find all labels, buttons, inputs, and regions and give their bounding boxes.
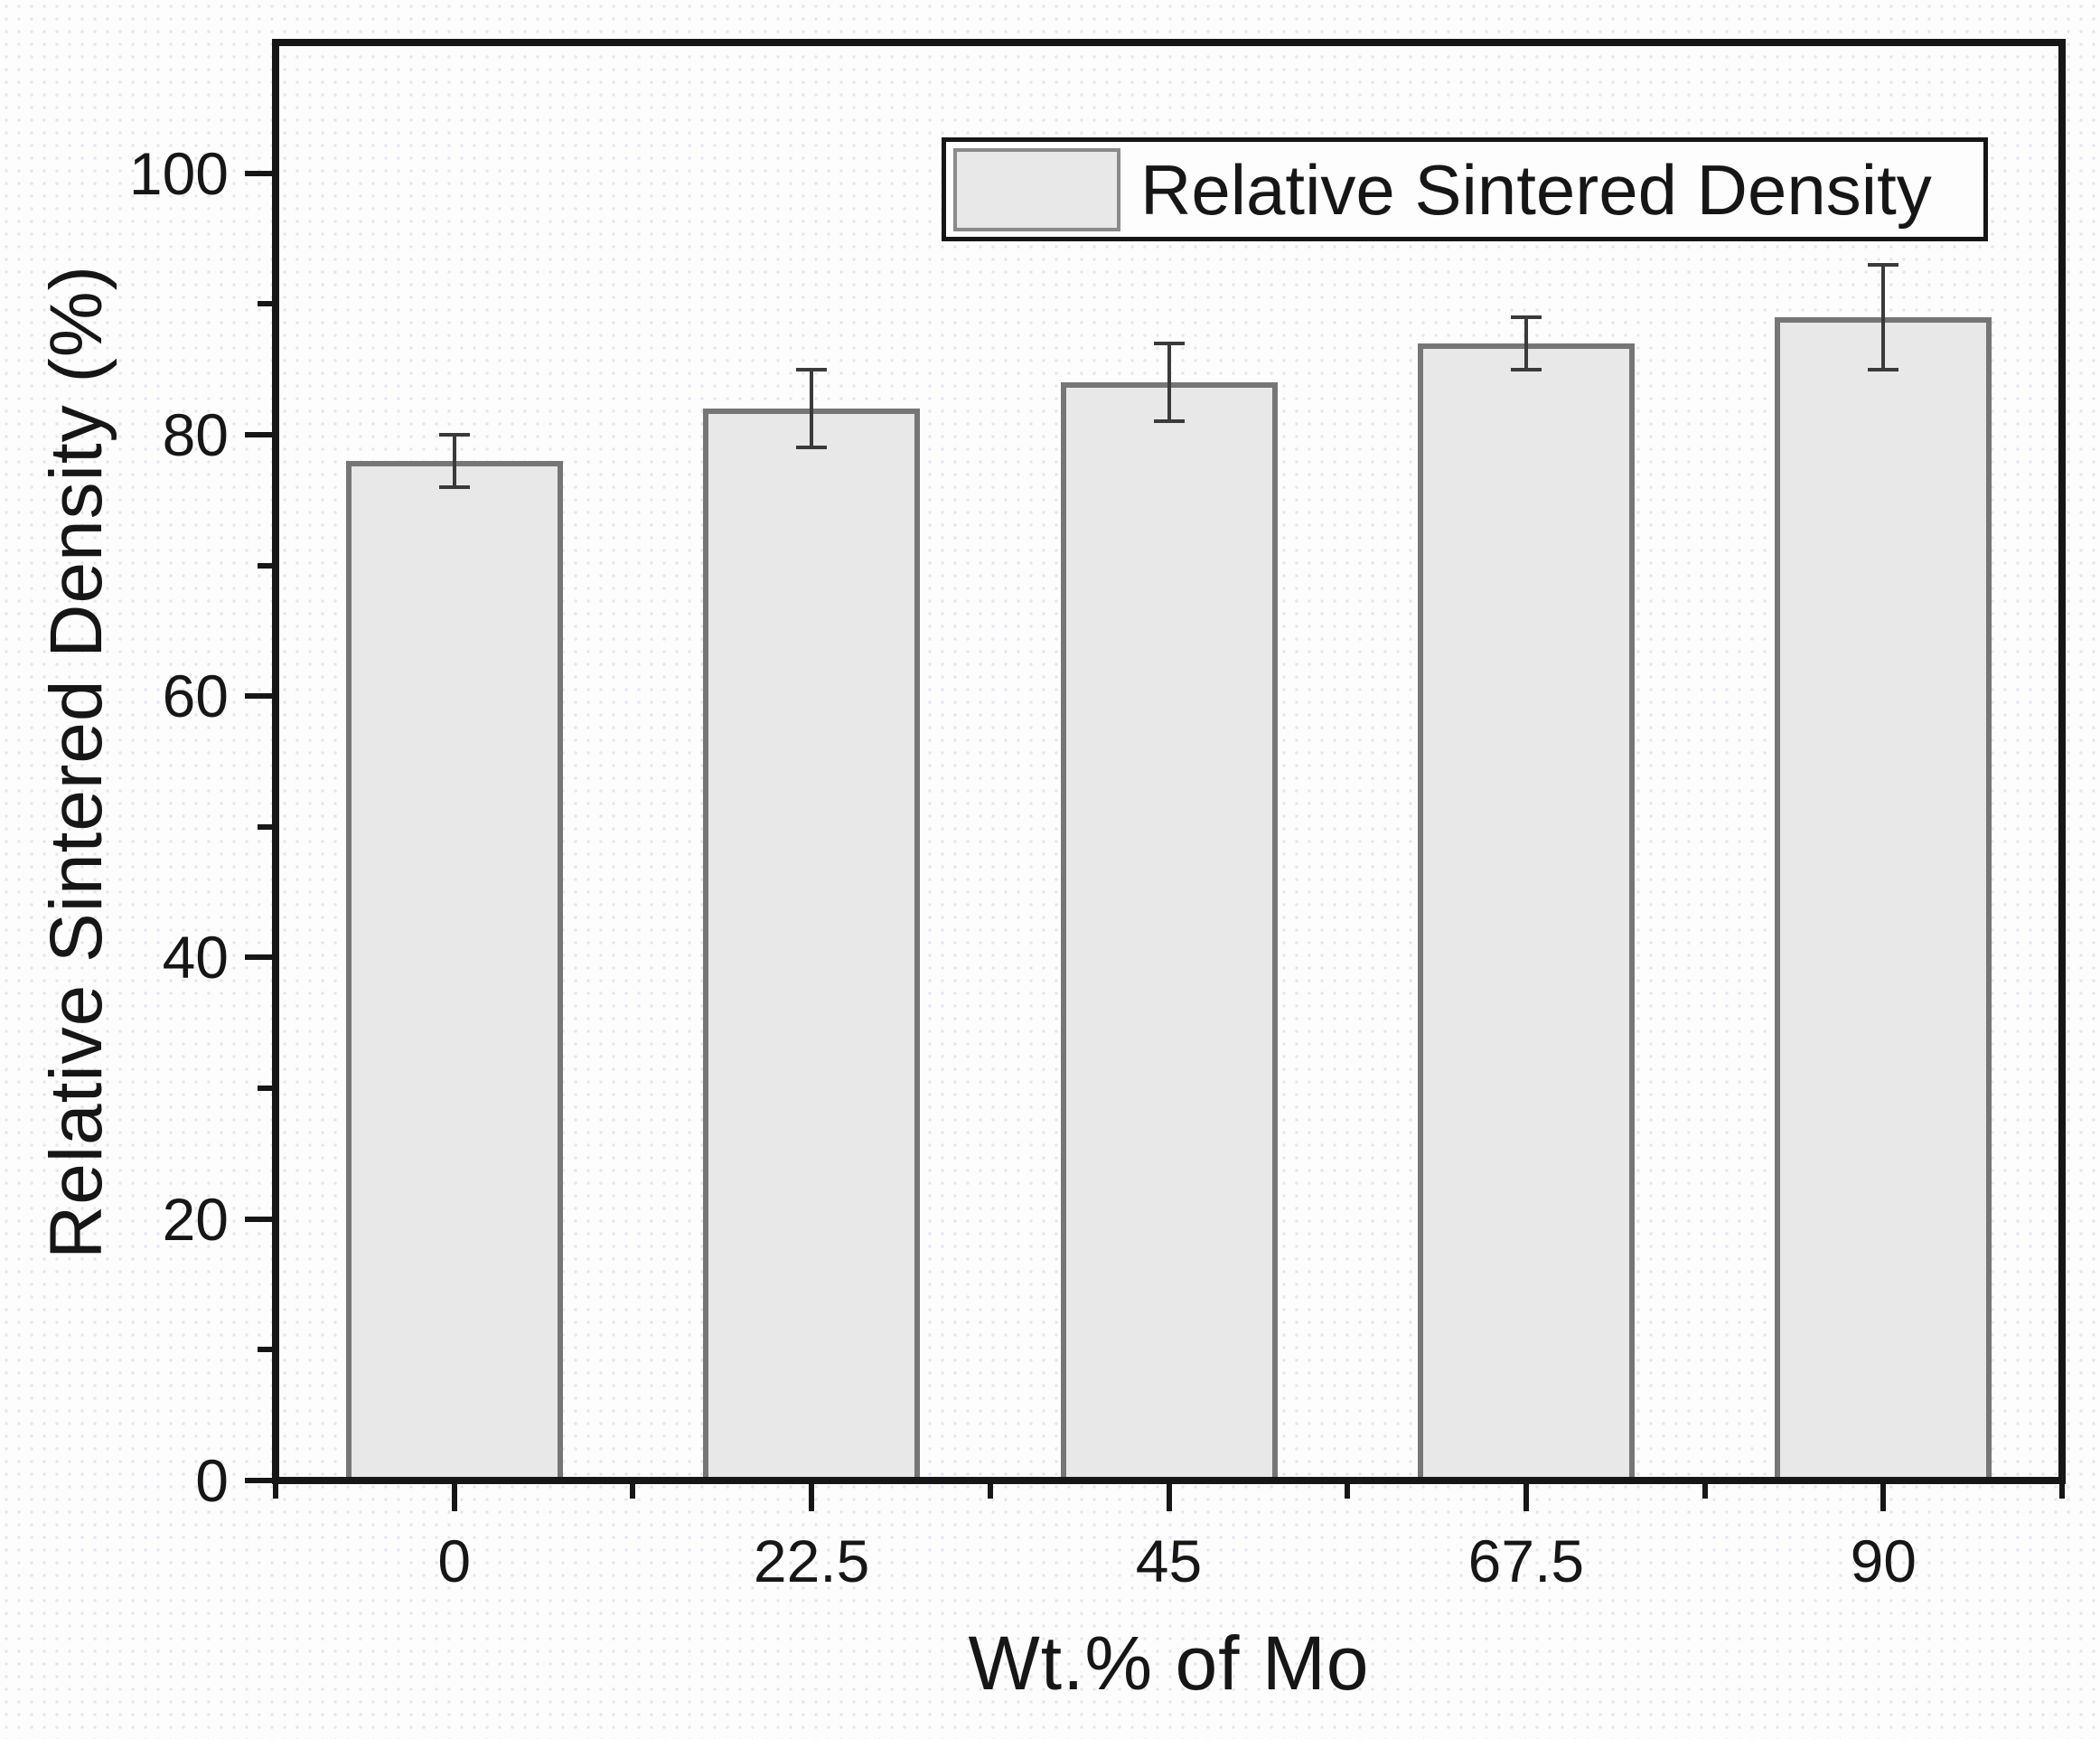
error-bar-line — [1167, 343, 1171, 422]
y-major-tick — [245, 431, 272, 437]
x-axis-title: Wt.% of Mo — [968, 1621, 1370, 1706]
bar — [345, 460, 563, 1484]
error-bar-line — [810, 369, 814, 448]
x-major-tick — [451, 1484, 457, 1511]
y-tick-label: 0 — [195, 1447, 229, 1514]
y-minor-tick — [258, 823, 272, 830]
x-minor-tick — [630, 1484, 636, 1499]
y-major-tick — [245, 1216, 272, 1222]
x-major-tick — [1166, 1484, 1172, 1511]
error-bar-line — [1881, 264, 1886, 370]
error-bar-cap — [1868, 367, 1899, 371]
error-bar-cap — [438, 484, 470, 489]
x-tick-label: 45 — [1135, 1528, 1203, 1594]
error-bar-cap — [438, 432, 470, 437]
y-major-tick — [245, 693, 272, 700]
error-bar-cap — [1153, 341, 1185, 345]
y-tick-label: 80 — [162, 400, 229, 468]
x-major-tick — [809, 1484, 815, 1511]
x-minor-tick — [987, 1484, 993, 1499]
y-major-tick — [245, 1478, 272, 1483]
bar — [1775, 316, 1992, 1484]
y-minor-tick — [258, 562, 272, 569]
error-bar-line — [1523, 316, 1528, 370]
error-bar-cap — [1153, 419, 1185, 424]
x-minor-tick — [1702, 1484, 1708, 1499]
y-major-tick — [245, 954, 272, 961]
x-minor-tick — [1345, 1484, 1351, 1499]
bar — [703, 408, 921, 1484]
x-major-tick — [1880, 1484, 1887, 1511]
error-bar-cap — [1510, 367, 1542, 371]
error-bar-cap — [1510, 315, 1542, 319]
x-tick-label: 90 — [1850, 1528, 1917, 1594]
error-bar-cap — [1868, 262, 1899, 267]
y-tick-label: 20 — [162, 1185, 229, 1253]
y-major-tick — [245, 170, 272, 176]
y-tick-label: 40 — [162, 924, 229, 992]
plot-area: Relative Sintered Density (%) Relative S… — [35, 39, 2066, 1701]
x-major-tick — [1523, 1484, 1529, 1511]
error-bar-cap — [796, 446, 828, 450]
bar — [1060, 382, 1278, 1484]
y-minor-tick — [258, 1086, 272, 1092]
x-tick-label: 0 — [437, 1528, 472, 1594]
y-tick-label: 100 — [128, 139, 229, 207]
y-minor-tick — [258, 301, 272, 307]
legend-label: Relative Sintered Density — [1140, 149, 1932, 230]
error-bar-line — [452, 434, 456, 487]
x-tick-label: 22.5 — [753, 1528, 870, 1594]
bar — [1417, 343, 1635, 1484]
x-minor-tick — [273, 1484, 278, 1499]
legend: Relative Sintered Density — [942, 137, 1988, 241]
x-tick-label: 67.5 — [1467, 1528, 1585, 1594]
legend-swatch — [953, 147, 1120, 231]
y-tick-label: 60 — [162, 663, 229, 730]
y-minor-tick — [258, 1347, 272, 1353]
x-minor-tick — [2059, 1484, 2065, 1499]
error-bar-cap — [796, 367, 828, 371]
